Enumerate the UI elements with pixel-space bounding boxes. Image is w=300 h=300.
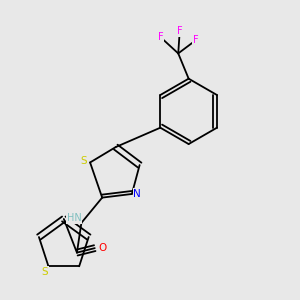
Text: S: S — [42, 267, 48, 277]
Text: F: F — [158, 32, 163, 42]
Text: S: S — [80, 156, 87, 166]
Text: N: N — [134, 189, 141, 199]
Text: O: O — [98, 243, 106, 253]
Text: HN: HN — [67, 213, 81, 224]
Text: F: F — [177, 26, 182, 36]
Text: F: F — [193, 35, 199, 45]
